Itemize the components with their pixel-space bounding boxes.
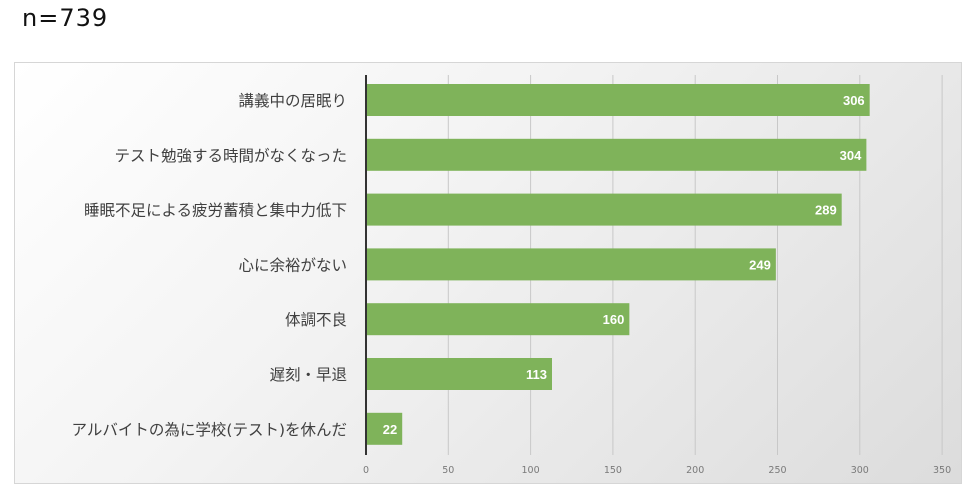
bar	[366, 193, 842, 226]
bar-value-label: 306	[843, 93, 865, 108]
x-tick-label: 0	[363, 465, 369, 476]
category-label: アルバイトの為に学校(テスト)を休んだ	[72, 421, 347, 439]
bar	[366, 303, 630, 336]
category-label: 講義中の居眠り	[238, 92, 347, 110]
x-tick-label: 100	[522, 465, 540, 476]
bar	[366, 84, 870, 116]
x-tick-label: 150	[604, 465, 622, 476]
bar-value-label: 113	[526, 367, 547, 382]
bar	[366, 358, 552, 390]
bar-value-label: 22	[383, 422, 397, 437]
x-tick-label: 50	[442, 465, 454, 476]
labels: 0 50 100 150 200 250 300 350 306 講義中の居眠り 304 テスト勉強す…	[72, 92, 952, 476]
category-label: 遅刻・早退	[269, 366, 347, 384]
sample-size-label: n=739	[22, 4, 109, 32]
category-label: 体調不良	[285, 311, 347, 329]
x-tick-label: 350	[933, 465, 951, 476]
bar	[366, 138, 867, 171]
bar-value-label: 289	[815, 203, 837, 218]
bar	[366, 248, 776, 281]
bar-value-label: 160	[603, 312, 625, 327]
category-label: 睡眠不足による疲労蓄積と集中力低下	[84, 202, 347, 220]
bar-value-label: 249	[749, 257, 771, 272]
bar-chart: 0 50 100 150 200 250 300 350 306 講義中の居眠り 304 テスト勉強す…	[72, 75, 952, 476]
chart-panel: 0 50 100 150 200 250 300 350 306 講義中の居眠り 304 テスト勉強す…	[14, 62, 962, 484]
bars	[366, 84, 870, 445]
category-label: テスト勉強する時間がなくなった	[114, 147, 347, 165]
x-tick-label: 200	[686, 465, 704, 476]
category-label: 心に余裕がない	[238, 255, 347, 274]
bar-value-label: 304	[840, 148, 862, 163]
x-tick-label: 300	[851, 465, 869, 476]
x-tick-label: 250	[768, 465, 786, 476]
bar	[366, 412, 403, 445]
